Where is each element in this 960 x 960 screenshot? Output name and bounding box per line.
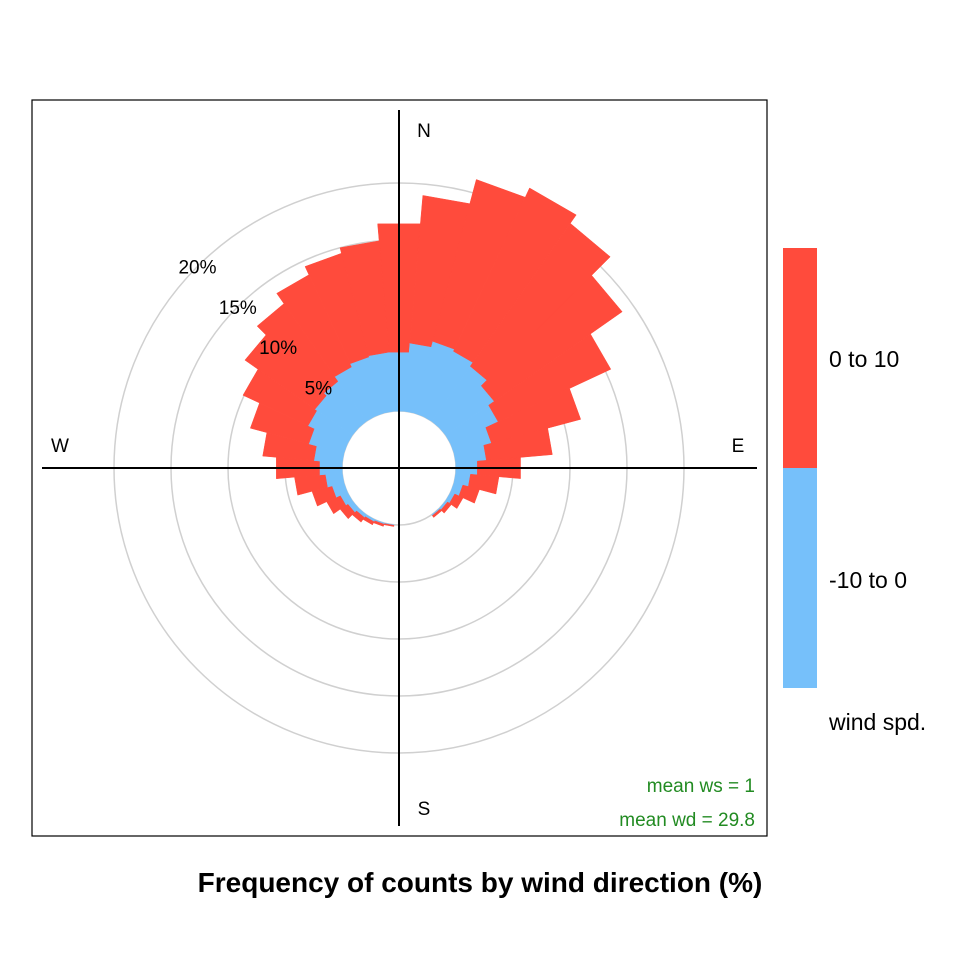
wedge-30-high <box>453 187 577 363</box>
wedge-70-high <box>485 388 582 444</box>
plot-frame <box>31 99 768 837</box>
ring-label: 10% <box>259 338 297 359</box>
ring-label: 5% <box>305 378 333 399</box>
legend-label-low: -10 to 0 <box>829 567 907 593</box>
wedge-40-high <box>469 222 611 381</box>
wedge-50-high <box>480 274 623 402</box>
compass-n-label: N <box>417 121 431 142</box>
mean-wd-label: mean wd = 29.8 <box>619 810 755 831</box>
wedge-130-high <box>440 501 452 514</box>
wedge-60-high <box>488 333 612 423</box>
ring-label: 15% <box>219 298 257 319</box>
direction-bars <box>242 179 623 527</box>
compass-w-label: W <box>51 436 69 457</box>
wedge-100-high <box>468 473 500 495</box>
wedge-110-high <box>458 484 480 504</box>
chart-title: Frequency of counts by wind direction (%… <box>198 867 763 898</box>
ring-label: 20% <box>178 257 216 278</box>
wedge-120-high <box>449 493 464 509</box>
wedge-80-high <box>483 427 553 461</box>
wedge-140-high <box>432 508 443 518</box>
compass-s-label: S <box>418 799 431 820</box>
compass-e-label: E <box>732 436 745 457</box>
ring-labels: 5% 10%15%20% <box>178 257 332 399</box>
legend-label-high: 0 to 10 <box>829 346 899 372</box>
legend-title: wind spd. <box>828 709 926 735</box>
mean-ws-label: mean ws = 1 <box>647 776 755 797</box>
legend-swatch-low <box>783 468 817 688</box>
compass-axes <box>42 110 757 826</box>
wedge-350-high <box>339 240 390 356</box>
legend-swatch-high <box>783 248 817 468</box>
